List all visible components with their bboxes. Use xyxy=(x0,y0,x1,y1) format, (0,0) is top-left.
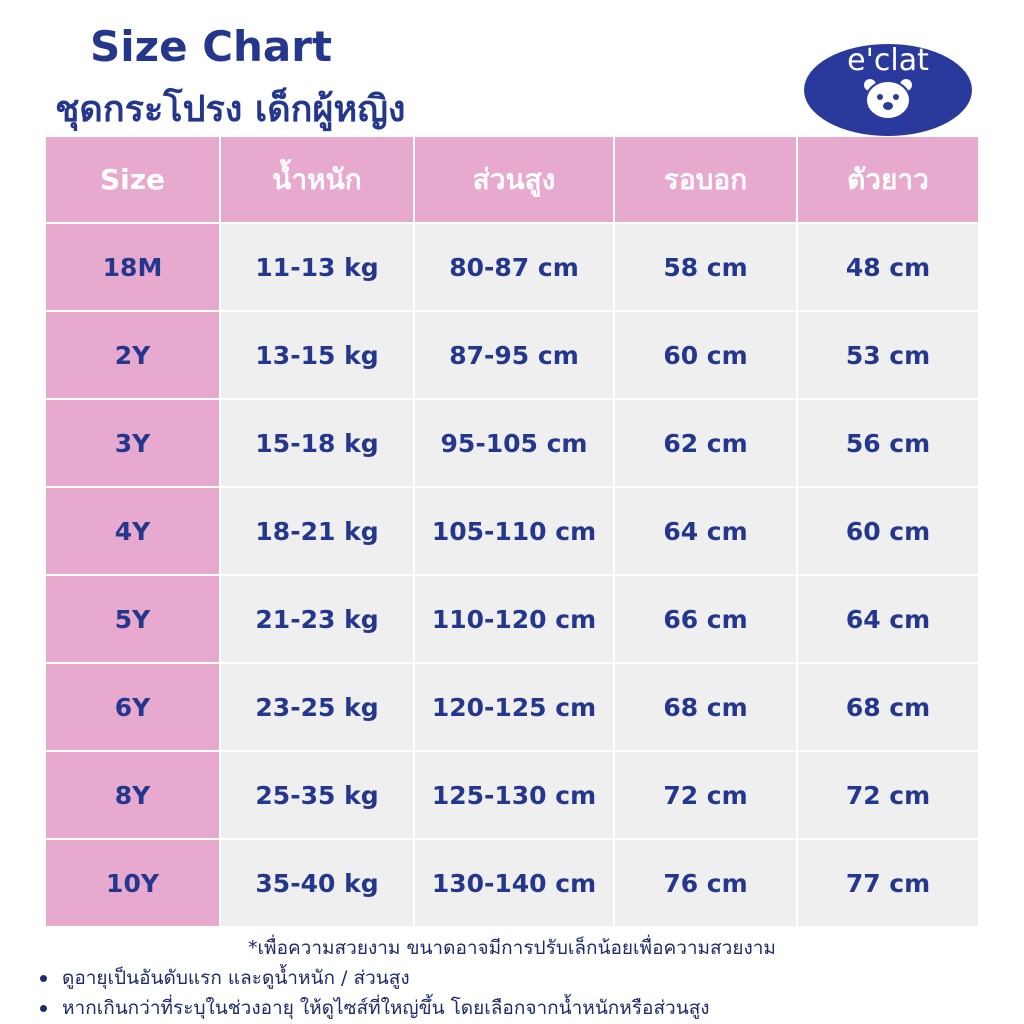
table-cell: 76 cm xyxy=(615,840,796,926)
table-cell: 105-110 cm xyxy=(415,488,613,574)
logo: e'clat xyxy=(804,43,972,136)
table-cell: 18-21 kg xyxy=(221,488,413,574)
table-cell: 77 cm xyxy=(798,840,978,926)
column-header: ตัวยาว xyxy=(798,137,978,222)
size-cell: 5Y xyxy=(46,576,219,662)
table-cell: 58 cm xyxy=(615,224,796,310)
table-cell: 66 cm xyxy=(615,576,796,662)
table-cell: 64 cm xyxy=(615,488,796,574)
column-header: น้ำหนัก xyxy=(221,137,413,222)
table-cell: 48 cm xyxy=(798,224,978,310)
bullet-text: หากเกินกว่าที่ระบุในช่วงอายุ ให้ดูไซส์ที… xyxy=(62,997,710,1019)
table-cell: 11-13 kg xyxy=(221,224,413,310)
size-cell: 8Y xyxy=(46,752,219,838)
table-cell: 110-120 cm xyxy=(415,576,613,662)
table-cell: 80-87 cm xyxy=(415,224,613,310)
subtitle: ชุดกระโปรง เด็กผู้หญิง xyxy=(55,89,406,130)
table-cell: 72 cm xyxy=(798,752,978,838)
bear-icon xyxy=(862,77,914,120)
table-cell: 25-35 kg xyxy=(221,752,413,838)
table-cell: 35-40 kg xyxy=(221,840,413,926)
table-cell: 60 cm xyxy=(615,312,796,398)
column-header: ส่วนสูง xyxy=(415,137,613,222)
table-cell: 72 cm xyxy=(615,752,796,838)
size-cell: 4Y xyxy=(46,488,219,574)
size-cell: 6Y xyxy=(46,664,219,750)
logo-text: e'clat xyxy=(847,43,929,78)
table-cell: 64 cm xyxy=(798,576,978,662)
table-cell: 15-18 kg xyxy=(221,400,413,486)
remark: *เพื่อความสวยงาม ขนาดอาจมีการปรับเล็กน้อ… xyxy=(248,937,776,959)
column-header: Size xyxy=(46,137,219,222)
table-cell: 60 cm xyxy=(798,488,978,574)
table-cell: 56 cm xyxy=(798,400,978,486)
title: Size Chart xyxy=(90,22,333,71)
size-cell: 3Y xyxy=(46,400,219,486)
table-cell: 62 cm xyxy=(615,400,796,486)
table-cell: 87-95 cm xyxy=(415,312,613,398)
bullet-text: ดูอายุเป็นอันดับแรก และดูน้ำหนัก / ส่วนส… xyxy=(62,967,410,989)
table-cell: 95-105 cm xyxy=(415,400,613,486)
table-cell: 68 cm xyxy=(798,664,978,750)
table-cell: 130-140 cm xyxy=(415,840,613,926)
table-cell: 68 cm xyxy=(615,664,796,750)
table-cell: 13-15 kg xyxy=(221,312,413,398)
table-cell: 21-23 kg xyxy=(221,576,413,662)
table-cell: 53 cm xyxy=(798,312,978,398)
bullet-dot xyxy=(40,975,47,982)
column-header: รอบอก xyxy=(615,137,796,222)
size-cell: 18M xyxy=(46,224,219,310)
size-cell: 2Y xyxy=(46,312,219,398)
size-cell: 10Y xyxy=(46,840,219,926)
table-cell: 23-25 kg xyxy=(221,664,413,750)
table-cell: 125-130 cm xyxy=(415,752,613,838)
table-cell: 120-125 cm xyxy=(415,664,613,750)
bullet-dot xyxy=(40,1005,47,1012)
